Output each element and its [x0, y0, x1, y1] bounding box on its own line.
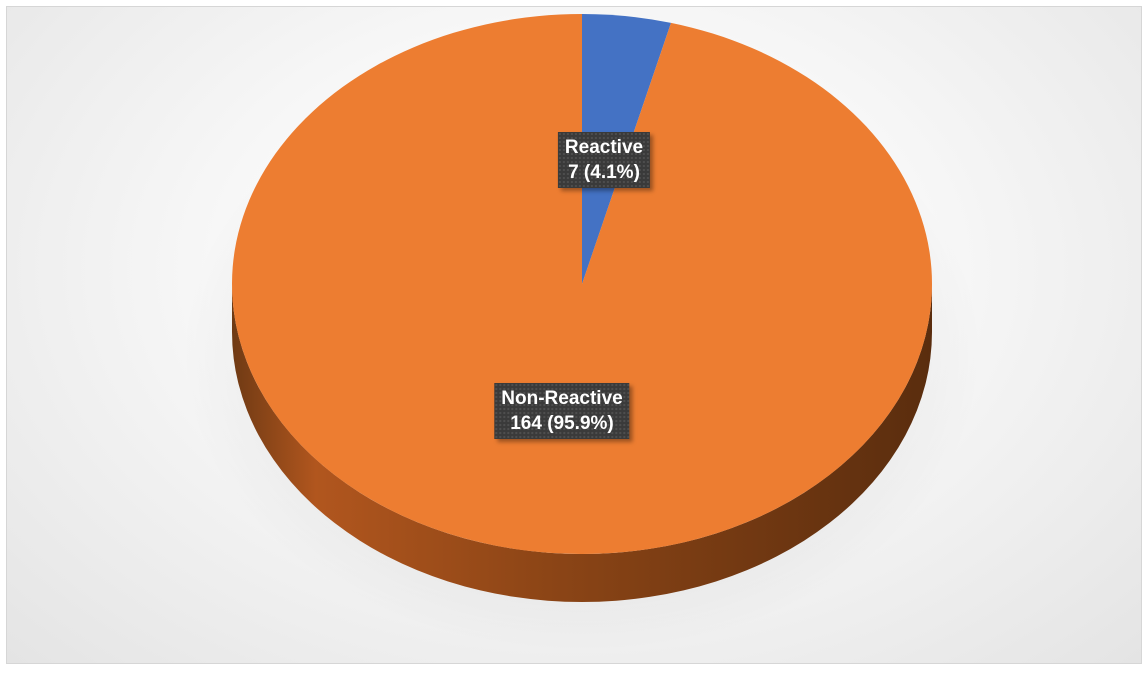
chart-area: Reactive 7 (4.1%) Non-Reactive 164 (95.9…: [6, 6, 1142, 664]
data-label-reactive-category: Reactive: [564, 137, 644, 158]
pie-slice-non-reactive: [232, 14, 933, 554]
data-label-reactive-value: 7 (4.1%): [568, 162, 640, 183]
data-label-reactive: Reactive 7 (4.1%): [557, 132, 651, 188]
pie-side-wall: [232, 284, 932, 602]
data-label-non-reactive: Non-Reactive 164 (95.9%): [494, 383, 630, 439]
pie-top-face: [232, 14, 933, 554]
data-label-non-reactive-category: Non-Reactive: [501, 388, 623, 409]
data-label-non-reactive-value: 164 (95.9%): [510, 413, 614, 434]
pie-side-surface: [232, 284, 932, 602]
pie-chart: [182, 14, 982, 652]
